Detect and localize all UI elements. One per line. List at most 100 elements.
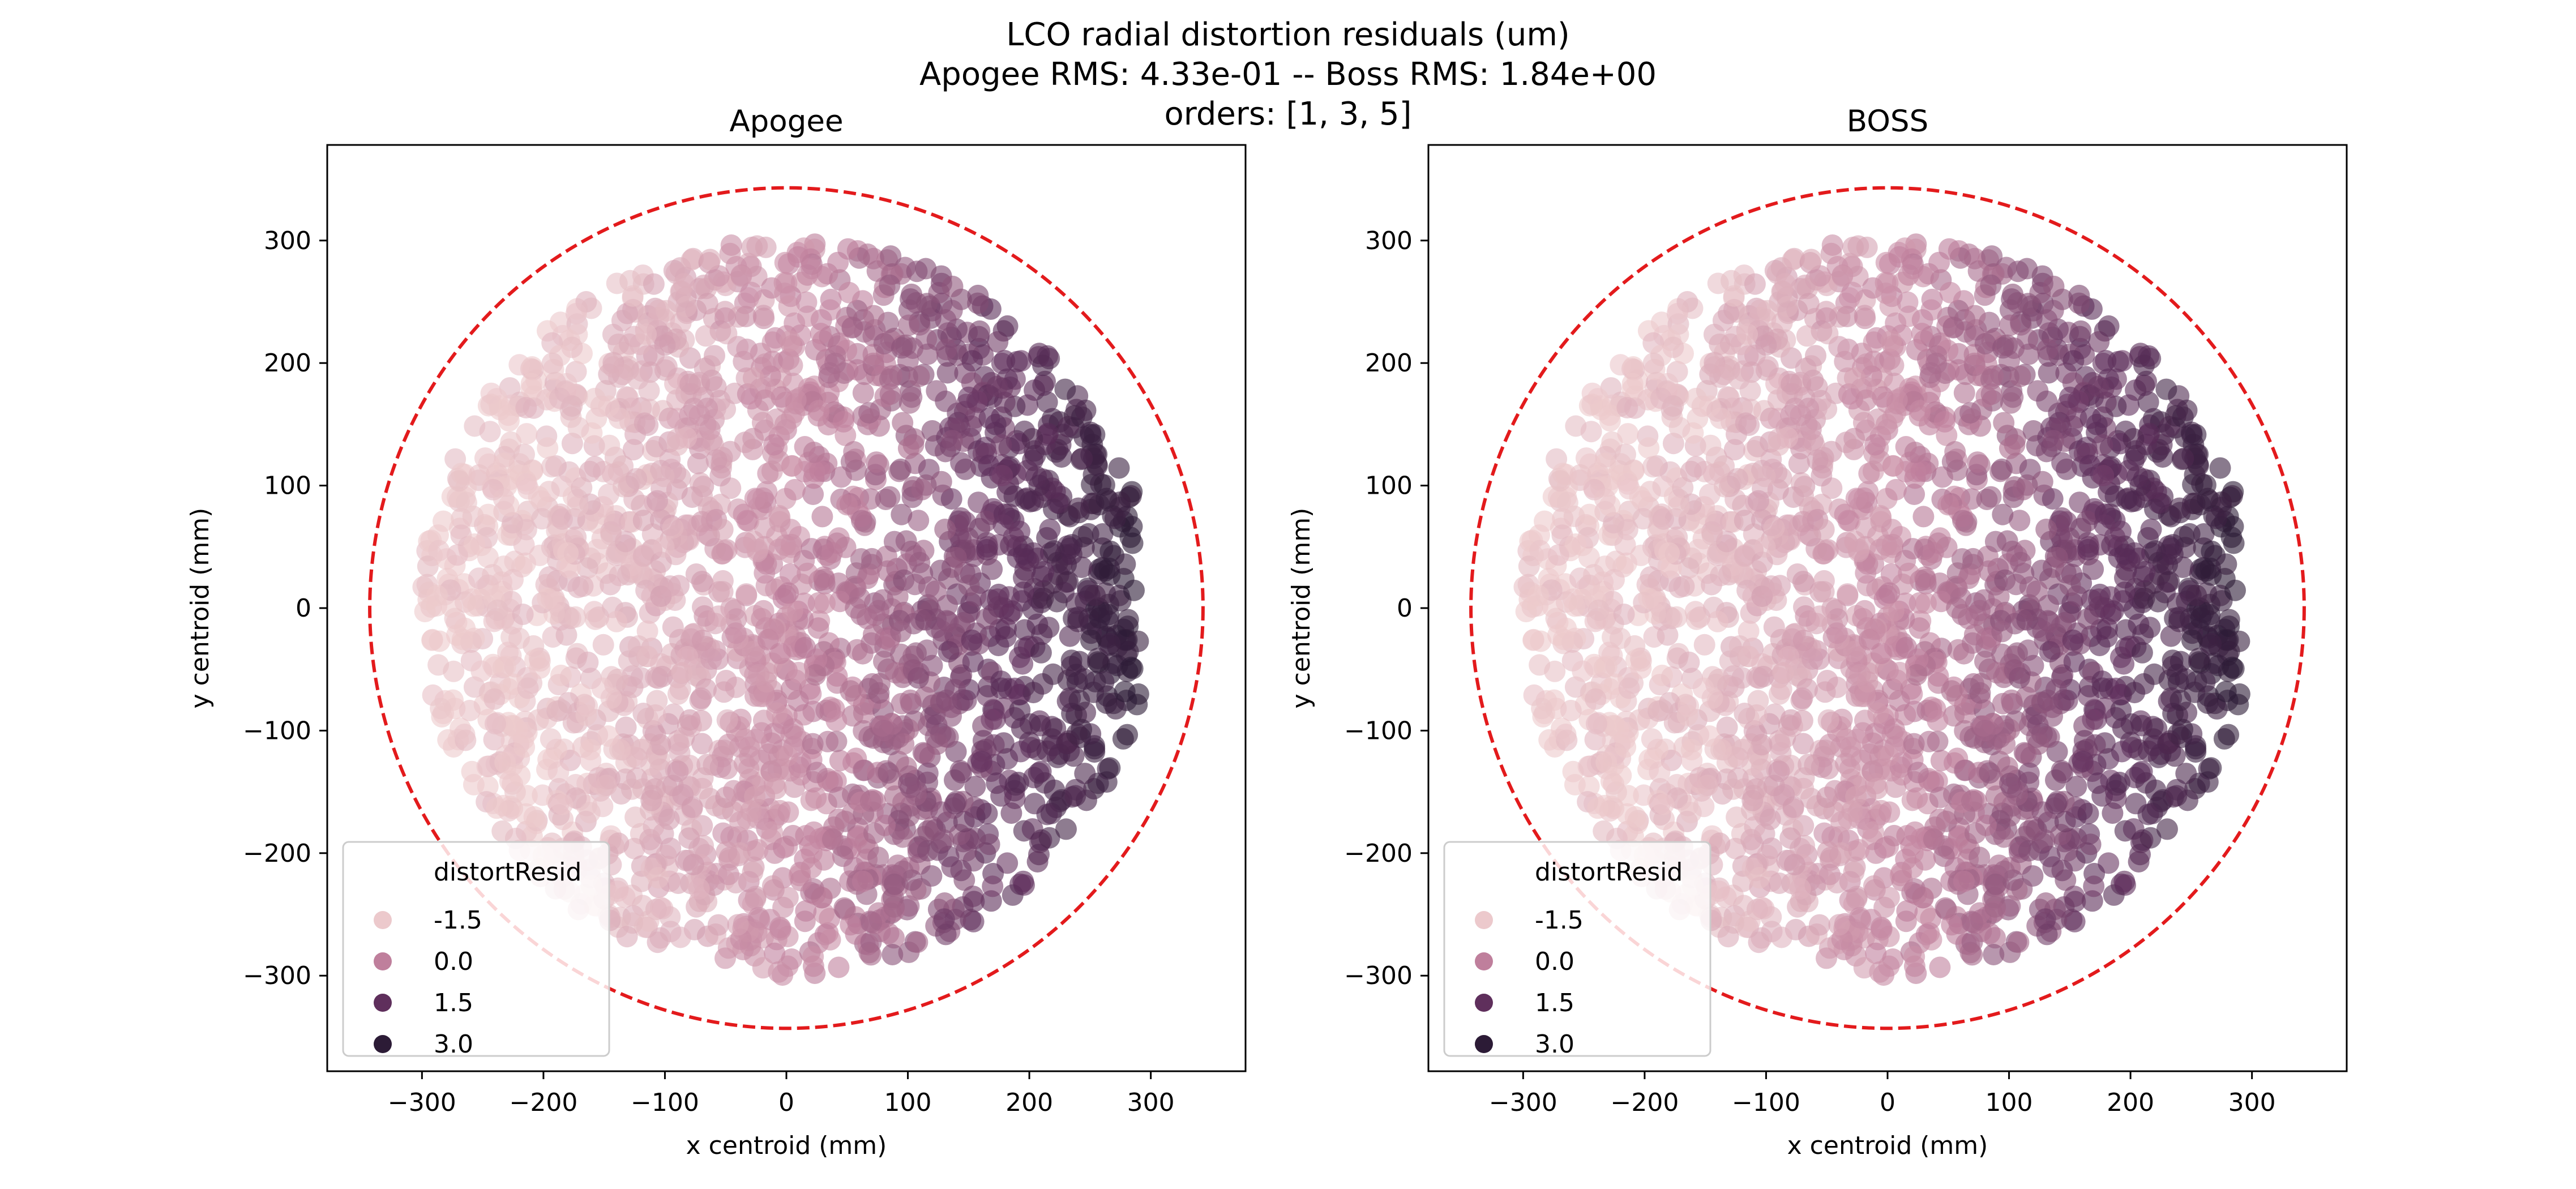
- scatter-point: [858, 402, 880, 424]
- scatter-point: [1755, 334, 1777, 356]
- scatter-point: [1122, 532, 1144, 554]
- scatter-point: [1816, 786, 1838, 809]
- scatter-point: [1012, 653, 1034, 675]
- scatter-point: [748, 906, 769, 929]
- scatter-point: [1964, 305, 1986, 327]
- scatter-point: [1813, 822, 1835, 844]
- scatter-point: [916, 293, 938, 315]
- scatter-point: [653, 536, 675, 558]
- scatter-point: [1870, 917, 1892, 939]
- scatter-point: [1678, 557, 1700, 579]
- legend: distortResid-1.50.01.53.0: [342, 841, 610, 1059]
- scatter-point: [880, 245, 902, 267]
- scatter-point: [649, 896, 671, 918]
- scatter-point: [509, 764, 531, 786]
- scatter-point: [577, 651, 599, 673]
- scatter-point: [921, 655, 943, 677]
- scatter-point: [1934, 410, 1955, 433]
- scatter-point: [1718, 302, 1739, 324]
- scatter-point: [2077, 538, 2099, 561]
- scatter-point: [2062, 629, 2084, 651]
- scatter-point: [1723, 285, 1745, 307]
- scatter-point: [879, 274, 901, 296]
- scatter-point: [656, 356, 678, 378]
- scatter-point: [2062, 350, 2085, 372]
- scatter-point: [1939, 281, 1961, 303]
- scatter-point: [607, 668, 629, 690]
- scatter-point: [681, 249, 703, 271]
- scatter-point: [1587, 797, 1609, 819]
- scatter-point: [769, 643, 791, 665]
- scatter-point: [1748, 490, 1769, 512]
- scatter-point: [2013, 742, 2035, 764]
- scatter-point: [1808, 914, 1830, 936]
- scatter-point: [669, 926, 691, 948]
- scatter-point: [1763, 517, 1785, 539]
- scatter-point: [1813, 543, 1835, 564]
- scatter-point: [1839, 287, 1860, 309]
- scatter-point: [464, 533, 486, 555]
- scatter-point: [996, 315, 1019, 337]
- scatter-point: [1084, 424, 1106, 446]
- scatter-point: [2082, 558, 2104, 580]
- scatter-point: [2111, 741, 2133, 763]
- scatter-point: [1947, 300, 1969, 322]
- scatter-point: [1610, 764, 1632, 786]
- scatter-point: [851, 510, 872, 532]
- scatter-point: [1767, 389, 1789, 411]
- scatter-point: [605, 610, 627, 632]
- x-tick-label: 300: [2228, 1088, 2276, 1117]
- scatter-point: [1583, 564, 1605, 586]
- scatter-point: [679, 404, 701, 426]
- scatter-point: [741, 236, 763, 258]
- scatter-point: [990, 434, 1012, 456]
- scatter-point: [1651, 664, 1673, 686]
- scatter-point: [2069, 491, 2091, 514]
- scatter-point: [794, 636, 816, 658]
- scatter-point: [1117, 609, 1139, 631]
- scatter-point: [1585, 688, 1607, 710]
- scatter-point: [2043, 275, 2065, 297]
- legend-entry-label: 3.0: [1535, 1030, 1574, 1059]
- scatter-point: [2175, 763, 2197, 785]
- scatter-point: [1864, 434, 1886, 456]
- scatter-point: [1065, 779, 1087, 801]
- scatter-point: [1068, 651, 1090, 673]
- scatter-point: [463, 595, 485, 617]
- scatter-point: [2064, 891, 2086, 913]
- scatter-point: [1782, 796, 1804, 818]
- scatter-point: [655, 300, 677, 322]
- scatter-point: [1037, 345, 1058, 367]
- scatter-point: [1832, 265, 1854, 287]
- scatter-point: [809, 460, 831, 482]
- scatter-point: [2087, 772, 2109, 794]
- scatter-point: [1042, 663, 1064, 685]
- scatter-point: [714, 398, 737, 420]
- scatter-point: [912, 742, 934, 764]
- scatter-point: [1912, 506, 1935, 528]
- scatter-point: [725, 622, 747, 644]
- scatter-point: [2008, 931, 2030, 953]
- scatter-point: [936, 362, 958, 384]
- scatter-point: [712, 822, 734, 844]
- scatter-point: [1760, 407, 1782, 429]
- scatter-point: [513, 534, 535, 556]
- scatter-point: [1648, 700, 1670, 722]
- scatter-point: [2035, 440, 2057, 463]
- scatter-point: [1615, 443, 1636, 465]
- scatter-point: [838, 281, 860, 303]
- scatter-point: [1864, 618, 1886, 640]
- scatter-point: [765, 777, 787, 799]
- scatter-point: [715, 786, 737, 809]
- scatter-point: [1898, 562, 1920, 584]
- scatter-point: [2038, 611, 2060, 633]
- scatter-point: [2031, 559, 2053, 581]
- scatter-point: [2004, 659, 2026, 681]
- scatter-point: [576, 557, 598, 579]
- scatter-point: [802, 484, 824, 505]
- scatter-point: [716, 841, 738, 863]
- scatter-point: [810, 323, 832, 344]
- scatter-point: [1735, 412, 1757, 434]
- scatter-point: [991, 465, 1013, 486]
- scatter-point: [1756, 300, 1778, 322]
